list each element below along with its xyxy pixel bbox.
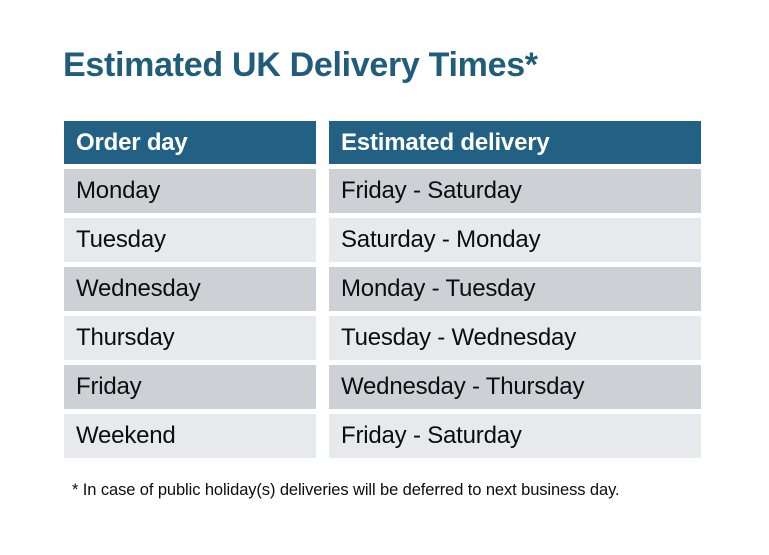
table-row: Tuesday Saturday - Monday bbox=[64, 218, 701, 262]
delivery-times-table: Order day Estimated delivery Monday Frid… bbox=[64, 121, 701, 463]
table-header-row: Order day Estimated delivery bbox=[64, 121, 701, 164]
table-row: Wednesday Monday - Tuesday bbox=[64, 267, 701, 311]
table-row: Monday Friday - Saturday bbox=[64, 169, 701, 213]
estimated-delivery-cell: Saturday - Monday bbox=[329, 218, 701, 262]
column-header-order-day: Order day bbox=[64, 121, 316, 164]
page-title: Estimated UK Delivery Times* bbox=[63, 46, 538, 84]
order-day-cell: Tuesday bbox=[64, 218, 316, 262]
order-day-cell: Thursday bbox=[64, 316, 316, 360]
estimated-delivery-cell: Friday - Saturday bbox=[329, 169, 701, 213]
order-day-cell: Weekend bbox=[64, 414, 316, 458]
table-row: Weekend Friday - Saturday bbox=[64, 414, 701, 458]
order-day-cell: Monday bbox=[64, 169, 316, 213]
footnote: * In case of public holiday(s) deliverie… bbox=[72, 481, 620, 499]
estimated-delivery-cell: Monday - Tuesday bbox=[329, 267, 701, 311]
column-header-estimated-delivery: Estimated delivery bbox=[329, 121, 701, 164]
table-row: Thursday Tuesday - Wednesday bbox=[64, 316, 701, 360]
estimated-delivery-cell: Wednesday - Thursday bbox=[329, 365, 701, 409]
estimated-delivery-cell: Friday - Saturday bbox=[329, 414, 701, 458]
estimated-delivery-cell: Tuesday - Wednesday bbox=[329, 316, 701, 360]
table-row: Friday Wednesday - Thursday bbox=[64, 365, 701, 409]
order-day-cell: Wednesday bbox=[64, 267, 316, 311]
order-day-cell: Friday bbox=[64, 365, 316, 409]
